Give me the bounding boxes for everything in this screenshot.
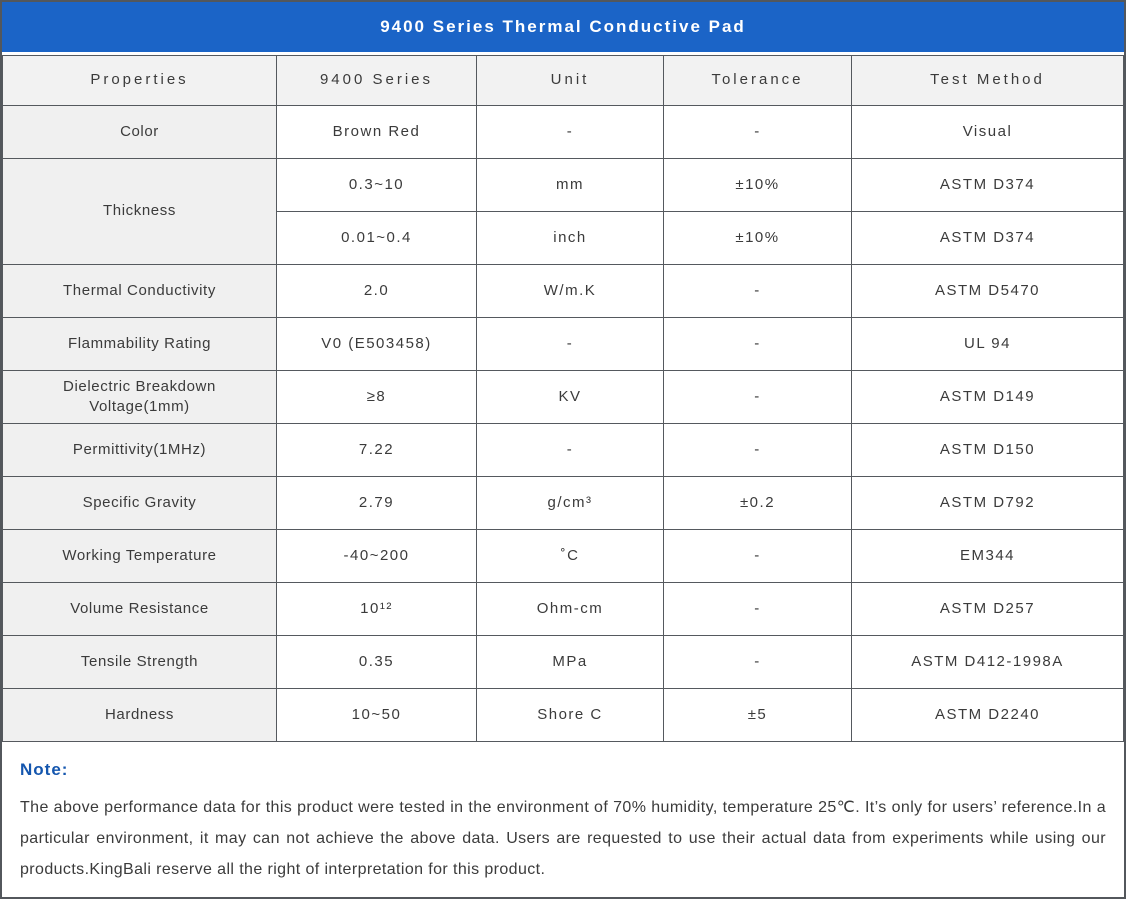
property-cell: Thermal Conductivity xyxy=(2,264,277,318)
tolerance-cell: - xyxy=(663,105,852,159)
header-series: 9400 Series xyxy=(276,55,477,106)
header-properties: Properties xyxy=(2,55,277,106)
tolerance-cell: - xyxy=(663,635,852,689)
property-cell: Specific Gravity xyxy=(2,476,277,530)
value-cell: 10~50 xyxy=(276,688,477,742)
unit-cell: MPa xyxy=(476,635,664,689)
property-cell: Working Temperature xyxy=(2,529,277,583)
unit-cell: Ohm-cm xyxy=(476,582,664,636)
unit-cell: W/m.K xyxy=(476,264,664,318)
table-row: Thickness 0.3~10 mm ±10% ASTM D374 xyxy=(2,158,1124,265)
tolerance-cell: - xyxy=(663,264,852,318)
value-cell: 7.22 xyxy=(276,423,477,477)
table-row: Thermal Conductivity 2.0 W/m.K - ASTM D5… xyxy=(2,264,1124,318)
tolerance-cell: - xyxy=(663,529,852,583)
tolerance-cell: - xyxy=(663,423,852,477)
unit-cell: - xyxy=(476,317,664,371)
table-row: Tensile Strength 0.35 MPa - ASTM D412-19… xyxy=(2,635,1124,689)
header-tolerance: Tolerance xyxy=(663,55,852,106)
tolerance-cell: - xyxy=(663,317,852,371)
property-cell: Color xyxy=(2,105,277,159)
value-cell: 10¹² xyxy=(276,582,477,636)
tolerance-cell: ±10% xyxy=(663,211,852,265)
tolerance-cell: ±0.2 xyxy=(663,476,852,530)
header-test-method: Test Method xyxy=(851,55,1124,106)
property-cell: Permittivity(1MHz) xyxy=(2,423,277,477)
table-row: 0.01~0.4 inch ±10% ASTM D374 xyxy=(3,211,1124,265)
table-row: Volume Resistance 10¹² Ohm-cm - ASTM D25… xyxy=(2,582,1124,636)
property-cell: Flammability Rating xyxy=(2,317,277,371)
note-section: Note: The above performance data for thi… xyxy=(2,742,1124,897)
tolerance-cell: - xyxy=(663,370,852,424)
table-header-row: Properties 9400 Series Unit Tolerance Te… xyxy=(2,55,1124,106)
method-cell: ASTM D374 xyxy=(851,211,1124,265)
method-cell: ASTM D150 xyxy=(851,423,1124,477)
unit-cell: g/cm³ xyxy=(476,476,664,530)
value-cell: Brown Red xyxy=(276,105,477,159)
value-cell: -40~200 xyxy=(276,529,477,583)
method-cell: ASTM D412-1998A xyxy=(851,635,1124,689)
title-bar: 9400 Series Thermal Conductive Pad xyxy=(2,2,1124,55)
table-row: Working Temperature -40~200 ˚C - EM344 xyxy=(2,529,1124,583)
tolerance-cell: - xyxy=(663,582,852,636)
property-cell: Dielectric Breakdown Voltage(1mm) xyxy=(2,370,277,424)
table-row: Specific Gravity 2.79 g/cm³ ±0.2 ASTM D7… xyxy=(2,476,1124,530)
value-cell: 2.0 xyxy=(276,264,477,318)
page-title: 9400 Series Thermal Conductive Pad xyxy=(380,17,746,36)
table-row: Flammability Rating V0 (E503458) - - UL … xyxy=(2,317,1124,371)
note-body: The above performance data for this prod… xyxy=(20,799,1106,878)
unit-cell: - xyxy=(476,105,664,159)
unit-cell: inch xyxy=(476,211,664,265)
method-cell: UL 94 xyxy=(851,317,1124,371)
method-cell: ASTM D5470 xyxy=(851,264,1124,318)
tolerance-cell: ±5 xyxy=(663,688,852,742)
header-unit: Unit xyxy=(476,55,664,106)
unit-cell: ˚C xyxy=(476,529,664,583)
unit-cell: - xyxy=(476,423,664,477)
method-cell: ASTM D257 xyxy=(851,582,1124,636)
unit-cell: Shore C xyxy=(476,688,664,742)
value-cell: 0.35 xyxy=(276,635,477,689)
method-cell: ASTM D374 xyxy=(851,158,1124,212)
method-cell: ASTM D792 xyxy=(851,476,1124,530)
spec-table: Properties 9400 Series Unit Tolerance Te… xyxy=(2,55,1124,742)
unit-cell: KV xyxy=(476,370,664,424)
table-row: Dielectric Breakdown Voltage(1mm) ≥8 KV … xyxy=(2,370,1124,424)
method-cell: ASTM D2240 xyxy=(851,688,1124,742)
method-cell: Visual xyxy=(851,105,1124,159)
table-row: Color Brown Red - - Visual xyxy=(2,105,1124,159)
method-cell: EM344 xyxy=(851,529,1124,583)
property-cell: Volume Resistance xyxy=(2,582,277,636)
table-row: Permittivity(1MHz) 7.22 - - ASTM D150 xyxy=(2,423,1124,477)
note-heading: Note: xyxy=(20,760,69,779)
property-cell: Thickness xyxy=(2,158,277,265)
value-cell: 0.3~10 xyxy=(276,158,477,212)
value-cell: V0 (E503458) xyxy=(276,317,477,371)
property-cell: Tensile Strength xyxy=(2,635,277,689)
tolerance-cell: ±10% xyxy=(663,158,852,212)
table-row: Hardness 10~50 Shore C ±5 ASTM D2240 xyxy=(2,688,1124,742)
method-cell: ASTM D149 xyxy=(851,370,1124,424)
value-cell: ≥8 xyxy=(276,370,477,424)
property-cell: Hardness xyxy=(2,688,277,742)
unit-cell: mm xyxy=(476,158,664,212)
value-cell: 2.79 xyxy=(276,476,477,530)
value-cell: 0.01~0.4 xyxy=(276,211,477,265)
